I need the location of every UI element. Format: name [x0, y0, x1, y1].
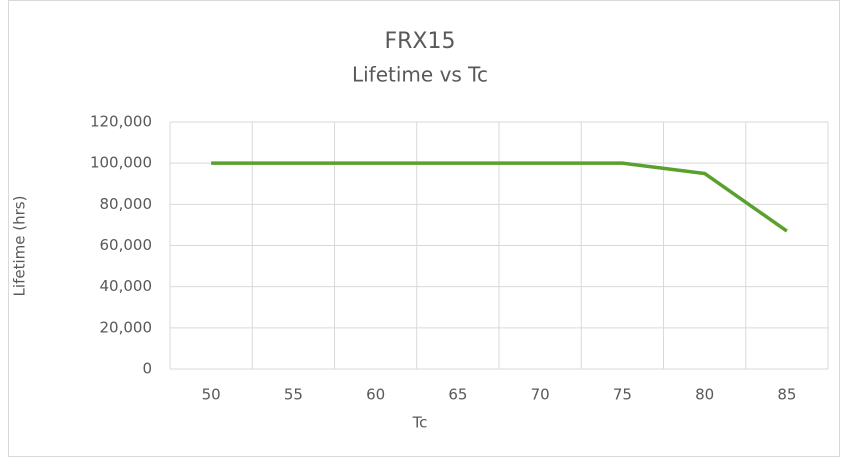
y-tick-label: 0 — [142, 360, 152, 378]
x-tick-label: 65 — [448, 386, 467, 404]
y-tick-label: 20,000 — [100, 318, 153, 336]
x-tick-label: 60 — [366, 386, 385, 404]
x-tick-label: 70 — [531, 386, 550, 404]
y-tick-label: 60,000 — [100, 236, 153, 254]
chart-frame — [8, 0, 840, 457]
y-tick-label: 80,000 — [100, 195, 153, 213]
y-axis-label: Lifetime (hrs) — [11, 196, 29, 297]
x-tick-label: 80 — [695, 386, 714, 404]
x-tick-label: 50 — [202, 386, 221, 404]
chart-title: FRX15 — [384, 29, 455, 54]
x-tick-label: 85 — [777, 386, 796, 404]
x-axis-label: Tc — [412, 414, 428, 432]
data-line — [211, 161, 788, 233]
y-tick-label: 100,000 — [90, 154, 152, 172]
y-tick-label: 120,000 — [90, 113, 152, 131]
x-tick-label: 55 — [284, 386, 303, 404]
y-tick-label: 40,000 — [100, 277, 153, 295]
chart-subtitle: Lifetime vs Tc — [352, 63, 488, 87]
x-tick-label: 75 — [613, 386, 632, 404]
